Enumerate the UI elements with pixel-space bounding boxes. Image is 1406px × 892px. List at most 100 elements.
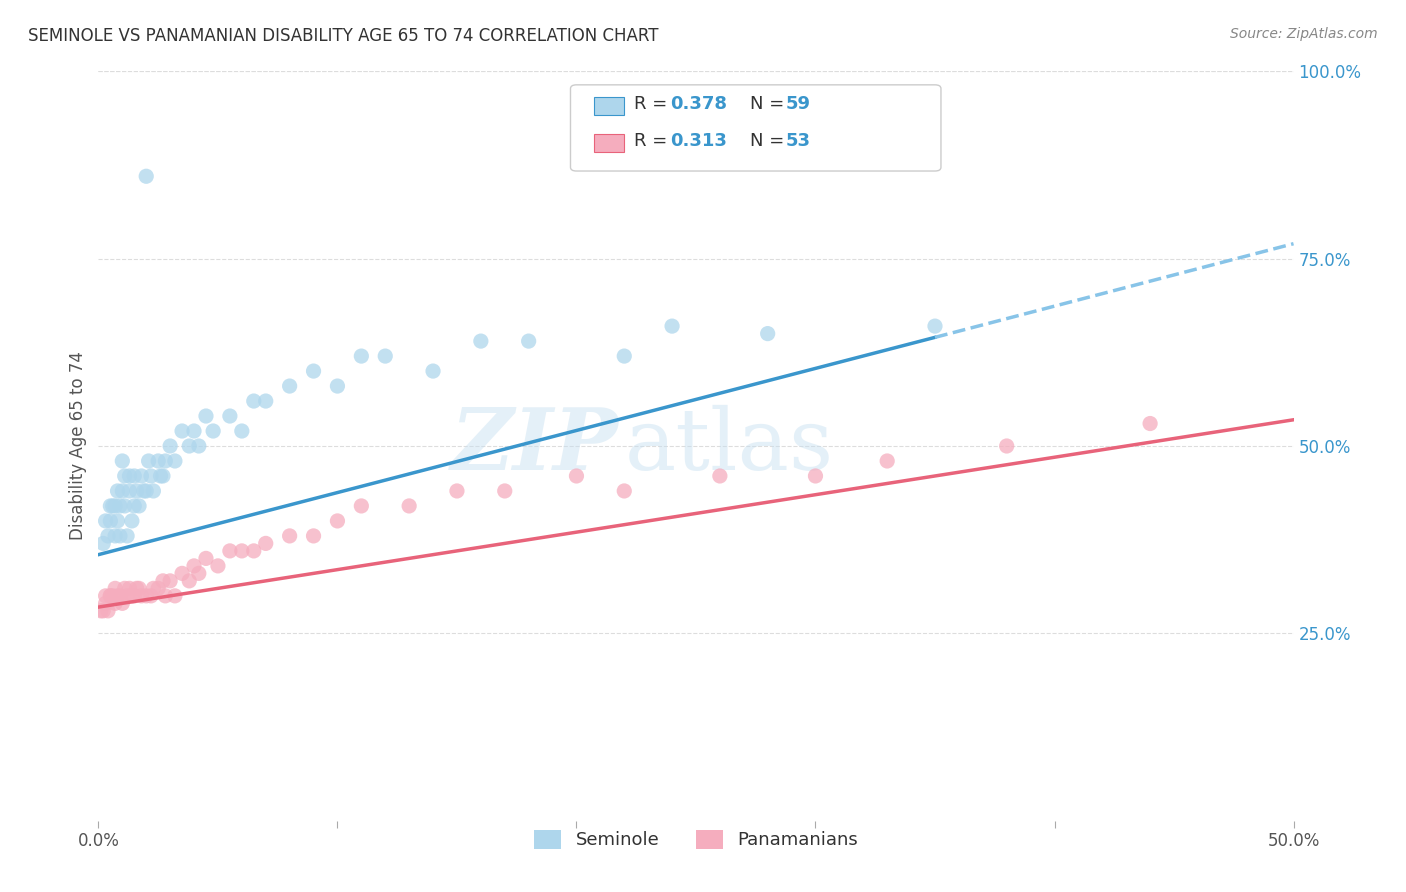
Point bbox=[187, 439, 209, 453]
Point bbox=[326, 379, 349, 393]
Point bbox=[148, 454, 170, 468]
FancyBboxPatch shape bbox=[571, 85, 941, 171]
Point bbox=[91, 604, 114, 618]
Point bbox=[124, 499, 146, 513]
Point bbox=[152, 469, 174, 483]
Text: 0.378: 0.378 bbox=[669, 95, 727, 113]
Point bbox=[94, 596, 117, 610]
Point bbox=[121, 514, 143, 528]
Point bbox=[91, 536, 114, 550]
Point bbox=[172, 566, 194, 581]
Point bbox=[142, 483, 165, 498]
Point bbox=[111, 454, 134, 468]
Point bbox=[613, 483, 636, 498]
Point bbox=[125, 582, 148, 596]
Point bbox=[163, 454, 186, 468]
Point bbox=[149, 469, 172, 483]
Point bbox=[124, 589, 146, 603]
Point bbox=[104, 529, 127, 543]
Text: SEMINOLE VS PANAMANIAN DISABILITY AGE 65 TO 74 CORRELATION CHART: SEMINOLE VS PANAMANIAN DISABILITY AGE 65… bbox=[28, 27, 658, 45]
Point bbox=[163, 589, 186, 603]
Point bbox=[135, 589, 157, 603]
Point bbox=[231, 424, 253, 438]
Point bbox=[115, 589, 138, 603]
Point bbox=[374, 349, 396, 363]
Point bbox=[107, 589, 129, 603]
Point bbox=[243, 544, 266, 558]
Point bbox=[709, 469, 731, 483]
Point bbox=[159, 439, 181, 453]
Point bbox=[187, 566, 209, 581]
Point bbox=[114, 582, 136, 596]
Point bbox=[90, 604, 112, 618]
Point bbox=[179, 439, 201, 453]
Point bbox=[207, 558, 229, 573]
Point bbox=[661, 319, 683, 334]
Point bbox=[94, 589, 117, 603]
Point bbox=[876, 454, 898, 468]
Point bbox=[159, 574, 181, 588]
Point bbox=[101, 589, 124, 603]
Point bbox=[243, 394, 266, 409]
Point bbox=[172, 424, 194, 438]
Point bbox=[613, 349, 636, 363]
Point bbox=[97, 529, 120, 543]
Point bbox=[104, 499, 127, 513]
Point bbox=[111, 596, 134, 610]
Point bbox=[118, 469, 141, 483]
Text: R =: R = bbox=[634, 95, 666, 113]
Point bbox=[446, 483, 468, 498]
Point bbox=[995, 439, 1018, 453]
Point bbox=[231, 544, 253, 558]
Point bbox=[104, 596, 127, 610]
Point bbox=[132, 483, 155, 498]
Point bbox=[219, 409, 242, 423]
Point bbox=[219, 544, 242, 558]
Text: atlas: atlas bbox=[624, 404, 834, 488]
FancyBboxPatch shape bbox=[595, 134, 624, 152]
Point bbox=[98, 499, 122, 513]
Point bbox=[114, 469, 136, 483]
Point bbox=[138, 454, 160, 468]
Point bbox=[1139, 417, 1161, 431]
Point bbox=[183, 558, 205, 573]
Point bbox=[195, 551, 218, 566]
Point bbox=[108, 529, 131, 543]
Point bbox=[135, 483, 157, 498]
Point bbox=[183, 424, 205, 438]
Point bbox=[756, 326, 779, 341]
Point bbox=[108, 499, 131, 513]
Point bbox=[278, 379, 301, 393]
Text: 59: 59 bbox=[786, 95, 811, 113]
Point bbox=[924, 319, 946, 334]
Point bbox=[422, 364, 444, 378]
Point bbox=[115, 529, 138, 543]
Point bbox=[350, 349, 373, 363]
Point bbox=[179, 574, 201, 588]
Point bbox=[104, 582, 127, 596]
Point bbox=[517, 334, 540, 348]
Point bbox=[195, 409, 218, 423]
Text: R =: R = bbox=[634, 132, 666, 150]
Point bbox=[155, 589, 177, 603]
Point bbox=[108, 589, 131, 603]
Point bbox=[139, 589, 162, 603]
Point bbox=[107, 483, 129, 498]
Point bbox=[350, 499, 373, 513]
Point bbox=[111, 483, 134, 498]
Point bbox=[142, 582, 165, 596]
Text: N =: N = bbox=[749, 95, 785, 113]
Point bbox=[565, 469, 588, 483]
Point bbox=[148, 582, 170, 596]
Point bbox=[118, 582, 141, 596]
Point bbox=[107, 514, 129, 528]
Point bbox=[152, 574, 174, 588]
FancyBboxPatch shape bbox=[595, 97, 624, 115]
Point bbox=[302, 364, 325, 378]
Point bbox=[494, 483, 516, 498]
Point bbox=[254, 394, 277, 409]
Y-axis label: Disability Age 65 to 74: Disability Age 65 to 74 bbox=[69, 351, 87, 541]
Text: Source: ZipAtlas.com: Source: ZipAtlas.com bbox=[1230, 27, 1378, 41]
Text: 53: 53 bbox=[786, 132, 811, 150]
Point bbox=[135, 169, 157, 184]
